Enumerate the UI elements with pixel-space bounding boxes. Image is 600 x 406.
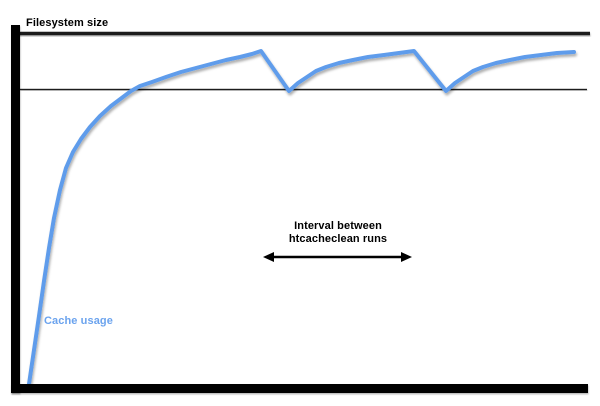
interval-annotation-line-2: htcacheclean runs — [288, 233, 388, 245]
interval-annotation-line-1: Interval between — [294, 220, 382, 232]
cache-usage-label: Cache usage — [44, 315, 113, 327]
interval-annotation: Interval between htcacheclean runs — [262, 220, 414, 246]
chart-render-layer — [11, 25, 590, 393]
filesystem-size-label: Filesystem size — [26, 17, 109, 29]
